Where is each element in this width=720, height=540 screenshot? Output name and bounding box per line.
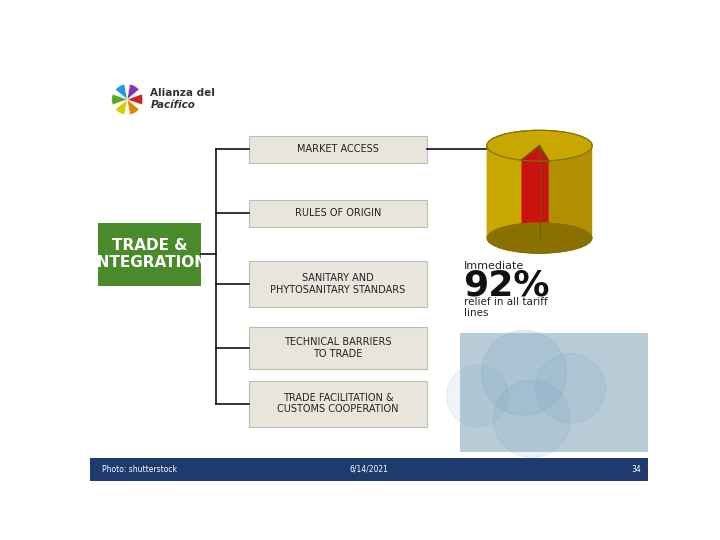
Ellipse shape <box>487 222 593 253</box>
Text: MARKET ACCESS: MARKET ACCESS <box>297 144 379 154</box>
Text: Photo: shutterstock: Photo: shutterstock <box>102 464 176 474</box>
Text: 92%: 92% <box>464 269 550 303</box>
Bar <box>249 261 427 307</box>
Circle shape <box>446 365 508 427</box>
Text: relief in all tariff
lines: relief in all tariff lines <box>464 296 547 318</box>
Text: 34: 34 <box>631 464 642 474</box>
Bar <box>461 333 648 452</box>
Polygon shape <box>487 146 593 253</box>
Text: SANITARY AND
PHYTOSANITARY STANDARS: SANITARY AND PHYTOSANITARY STANDARS <box>271 273 405 295</box>
Bar <box>98 222 201 286</box>
Polygon shape <box>112 94 127 105</box>
Polygon shape <box>487 146 539 253</box>
Polygon shape <box>521 146 549 161</box>
Text: Alianza del: Alianza del <box>150 87 215 98</box>
Circle shape <box>482 330 567 415</box>
Circle shape <box>536 354 606 423</box>
Text: 6/14/2021: 6/14/2021 <box>350 464 388 474</box>
Circle shape <box>493 381 570 457</box>
Bar <box>249 327 427 369</box>
Bar <box>249 381 427 427</box>
Bar <box>249 136 427 163</box>
Text: TECHNICAL BARRIERS
TO TRADE: TECHNICAL BARRIERS TO TRADE <box>284 337 392 359</box>
Bar <box>90 457 648 481</box>
Polygon shape <box>115 84 127 99</box>
Text: TRADE &
INTEGRATION: TRADE & INTEGRATION <box>91 238 207 271</box>
Bar <box>249 200 427 226</box>
Polygon shape <box>127 84 139 99</box>
Polygon shape <box>115 99 127 114</box>
Polygon shape <box>127 99 139 114</box>
Text: Immediate: Immediate <box>464 261 523 271</box>
Text: TRADE FACILITATION &
CUSTOMS COOPERATION: TRADE FACILITATION & CUSTOMS COOPERATION <box>277 393 399 414</box>
Text: RULES OF ORIGIN: RULES OF ORIGIN <box>294 208 381 218</box>
Ellipse shape <box>487 130 593 161</box>
Text: Pacífico: Pacífico <box>150 100 195 110</box>
Polygon shape <box>127 94 143 105</box>
Polygon shape <box>521 160 549 253</box>
